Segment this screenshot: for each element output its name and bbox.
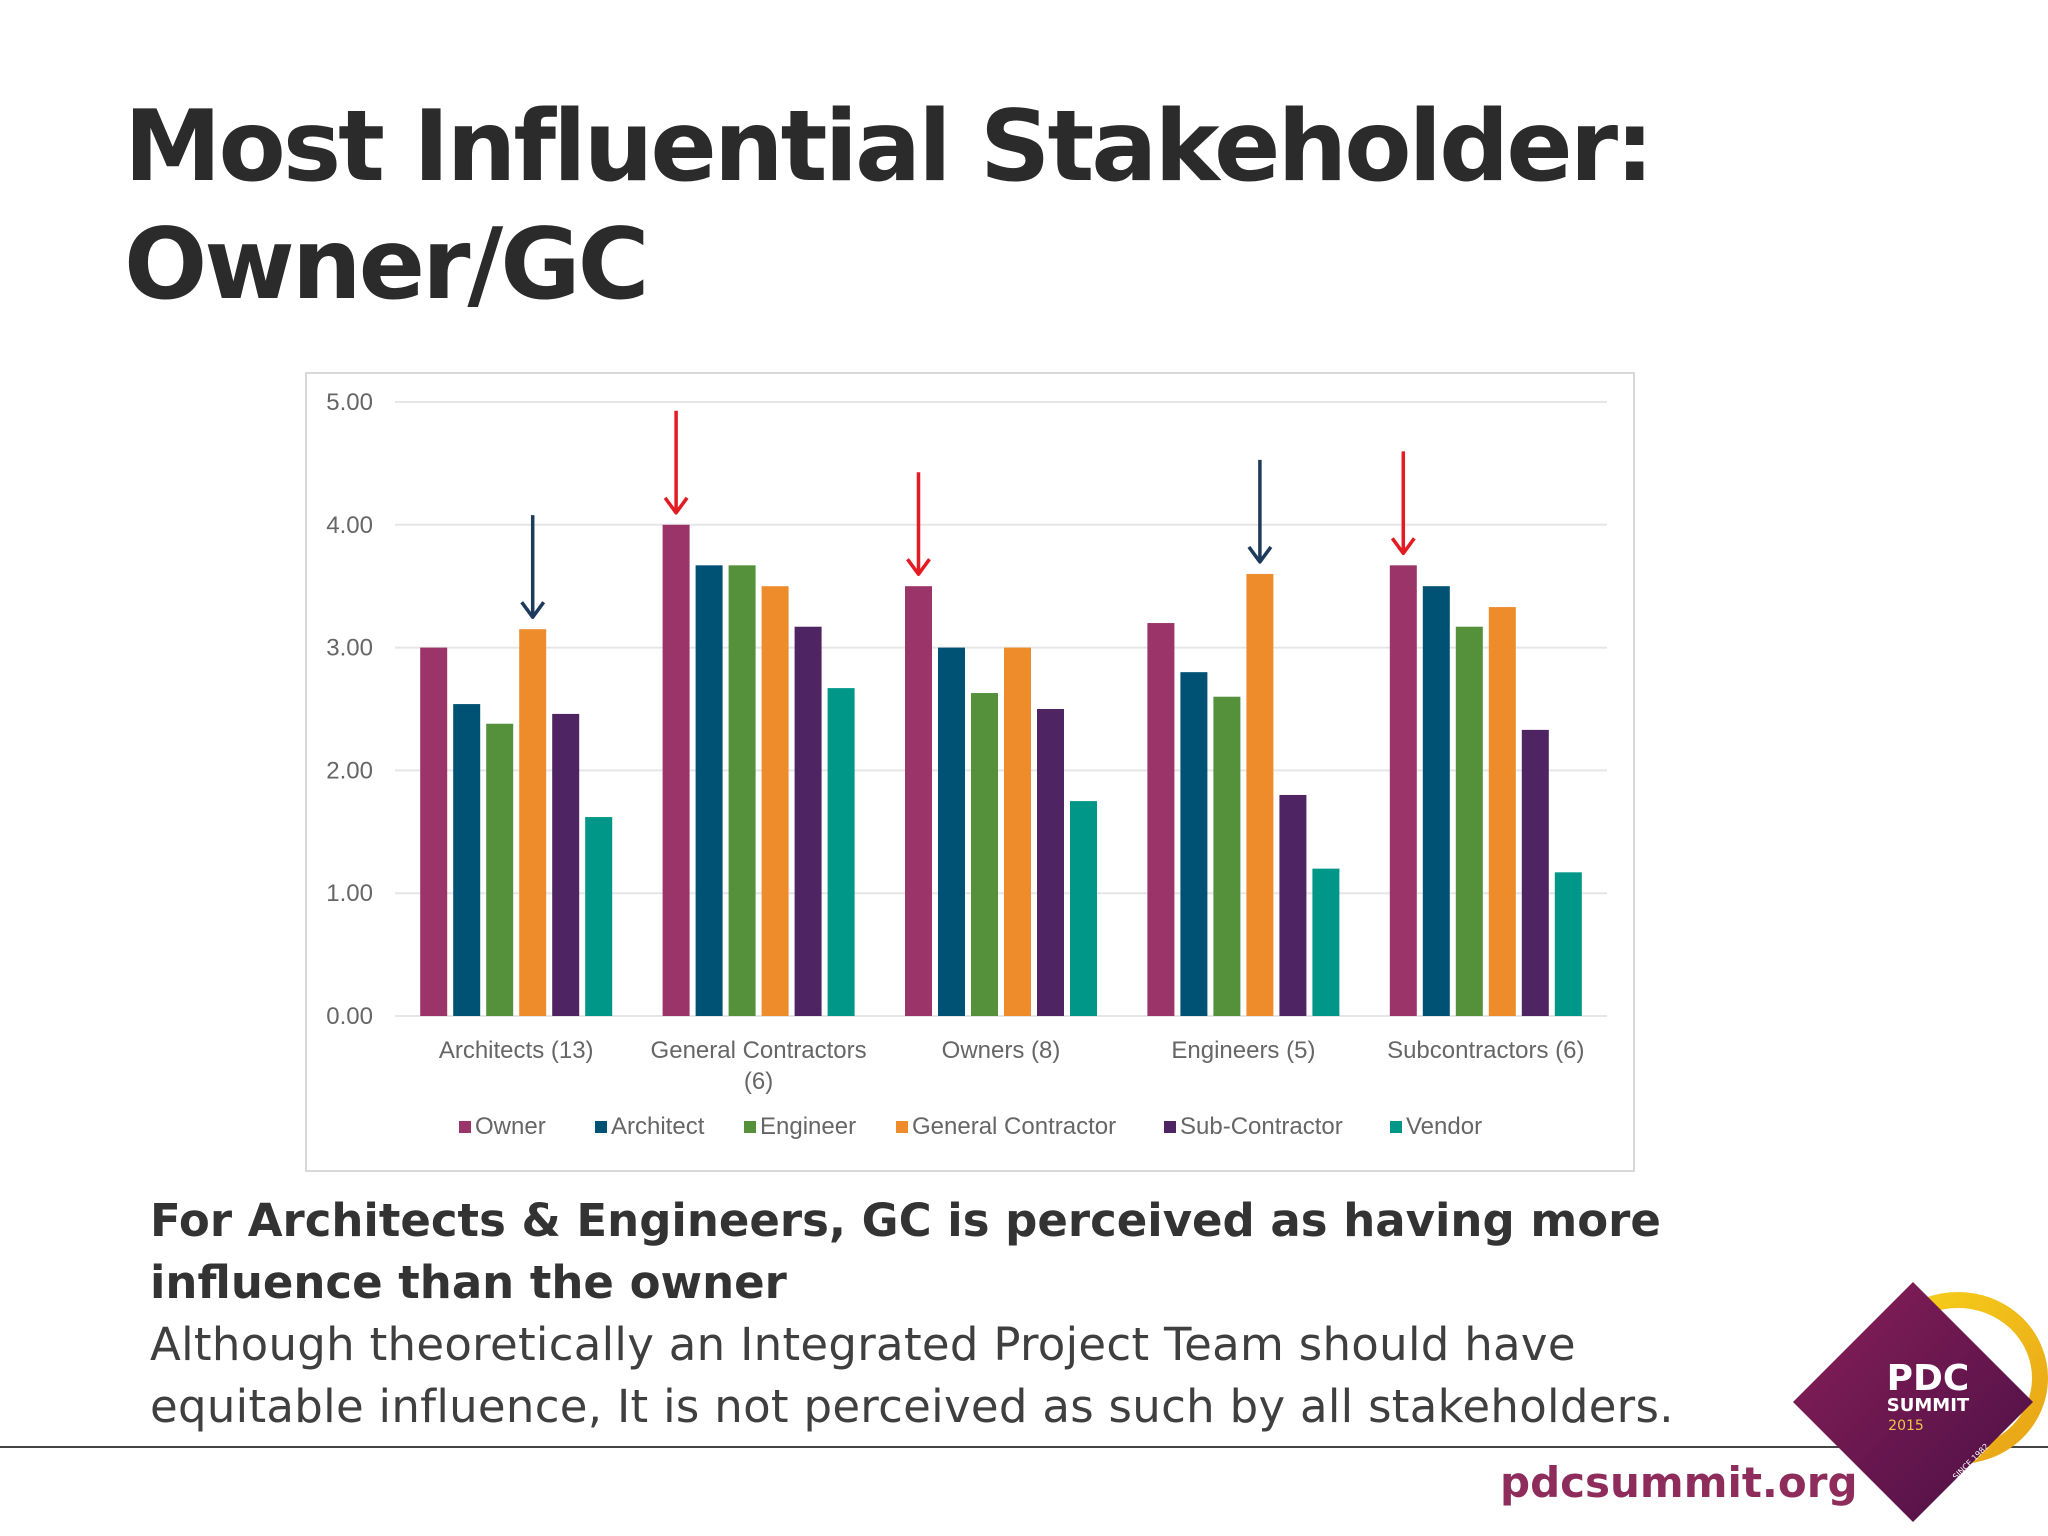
bar: [1455, 626, 1483, 1016]
legend-swatch: [459, 1121, 471, 1133]
legend-label: Engineer: [760, 1113, 856, 1140]
bar: [971, 693, 998, 1016]
bar: [728, 565, 756, 1016]
bar: [662, 524, 690, 1016]
bar: [905, 586, 932, 1016]
pdc-summit-logo: PDC SUMMIT 2015 SINCE 1982: [1793, 1282, 2048, 1522]
bar: [1213, 696, 1241, 1016]
x-category-label: Owners (8): [942, 1037, 1061, 1064]
annotation-arrowhead: [906, 558, 931, 576]
bar: [1389, 565, 1417, 1016]
y-tick-label: 3.00: [326, 635, 373, 662]
legend-label: Owner: [475, 1113, 546, 1140]
bar: [1422, 586, 1450, 1016]
legend-label: General Contractor: [912, 1113, 1116, 1140]
x-category-label: Subcontractors (6): [1387, 1037, 1584, 1064]
caption-body: Although theoretically an Integrated Pro…: [150, 1318, 1674, 1433]
x-category-label: General Contractors: [651, 1037, 867, 1064]
footer-divider: [0, 1446, 2048, 1448]
bar: [585, 817, 613, 1016]
bar: [827, 688, 855, 1016]
slide-title: Most Influential Stakeholder: Owner/GC: [124, 88, 1724, 324]
logo-text-year: 2015: [1888, 1418, 1924, 1434]
legend-label: Vendor: [1406, 1113, 1482, 1140]
bar: [1147, 623, 1175, 1016]
bar: [761, 586, 789, 1016]
bar: [552, 713, 580, 1016]
bar: [794, 626, 822, 1016]
legend-swatch: [1164, 1121, 1176, 1133]
annotation-arrowhead: [1247, 545, 1273, 564]
legend-swatch: [744, 1121, 756, 1133]
bar: [1312, 868, 1340, 1016]
legend-swatch: [1390, 1121, 1402, 1133]
y-tick-label: 2.00: [326, 757, 373, 784]
bar-chart: 0.00 1.00 2.00 3.00 4.00 5.00 Architects (13) G…: [305, 372, 1635, 1172]
legend-swatch: [595, 1121, 607, 1133]
legend-label: Architect: [611, 1113, 705, 1140]
y-tick-label: 5.00: [326, 389, 373, 416]
x-category-label: Engineers (5): [1171, 1037, 1315, 1064]
annotation-arrowhead: [663, 496, 689, 515]
y-tick-label: 4.00: [326, 512, 373, 539]
legend-swatch: [896, 1121, 908, 1133]
bar: [1246, 573, 1274, 1016]
bar: [938, 647, 965, 1016]
site-url: pdcsummit.org: [1500, 1458, 1858, 1507]
bar: [1279, 794, 1307, 1016]
chart-canvas: 0.00 1.00 2.00 3.00 4.00 5.00 Architects (13) G…: [326, 389, 1607, 1140]
logo-text-pdc: PDC: [1887, 1358, 1970, 1399]
caption: For Architects & Engineers, GC is percei…: [150, 1190, 1750, 1438]
slide-title-line-2: Owner/GC: [124, 208, 650, 322]
bar: [420, 647, 448, 1016]
x-category-label: (6): [744, 1068, 773, 1095]
slide-title-line-1: Most Influential Stakeholder:: [124, 90, 1654, 204]
legend-label: Sub-Contractor: [1180, 1113, 1343, 1140]
logo-diamond: [1793, 1282, 2033, 1522]
bar: [486, 723, 514, 1016]
bar: [1554, 872, 1582, 1016]
bar: [1521, 729, 1549, 1016]
bar: [453, 704, 481, 1016]
annotation-arrowhead: [520, 601, 546, 619]
bar: [1004, 647, 1031, 1016]
bar: [1070, 801, 1097, 1016]
y-tick-label: 1.00: [326, 880, 373, 907]
y-tick-label: 0.00: [326, 1003, 373, 1030]
bar: [1488, 607, 1516, 1016]
bar: [695, 565, 723, 1016]
annotation-arrowhead: [1390, 537, 1416, 556]
logo-text-summit: SUMMIT: [1887, 1395, 1970, 1416]
bar: [1037, 709, 1064, 1016]
bar: [519, 629, 547, 1016]
caption-headline: For Architects & Engineers, GC is percei…: [150, 1194, 1661, 1309]
bar: [1180, 672, 1208, 1016]
x-category-label: Architects (13): [439, 1037, 594, 1064]
